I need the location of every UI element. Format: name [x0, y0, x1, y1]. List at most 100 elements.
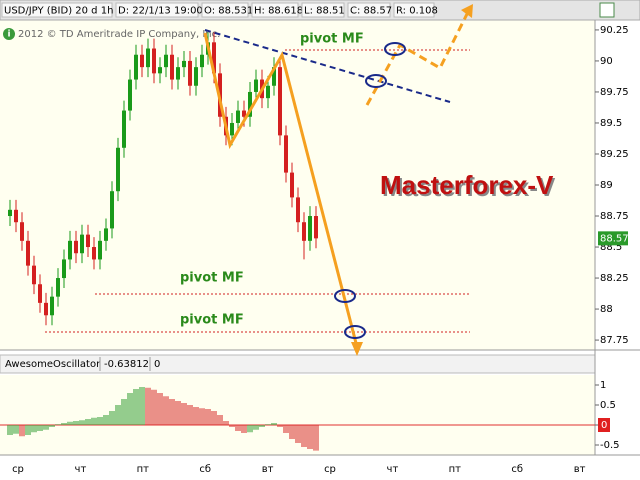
osc-title: AwesomeOscillator	[5, 359, 101, 370]
candle-body	[32, 265, 36, 285]
last-price-label: 88.57	[600, 233, 629, 244]
header-field	[347, 2, 391, 18]
zero-box	[598, 418, 610, 432]
osc-current: -0.63812	[104, 359, 149, 370]
forecast-path	[365, 11, 470, 106]
candle-body	[152, 48, 156, 74]
candle-body	[170, 54, 174, 80]
candle-body	[158, 67, 162, 74]
header-text: H: 88.618	[254, 6, 303, 17]
y-tick-label: 0	[601, 420, 607, 431]
x-tick-label: ср	[324, 464, 336, 475]
y-tick-label: 88.75	[600, 211, 629, 222]
candle-body	[20, 222, 24, 241]
arrow-head	[351, 342, 363, 356]
candle-body	[176, 67, 180, 80]
candle-body	[116, 147, 120, 192]
trend-line	[204, 29, 451, 103]
candle-body	[26, 240, 30, 266]
candle-body	[62, 259, 66, 279]
y-tick-label: 89	[600, 180, 613, 191]
header-field	[251, 2, 299, 18]
pivot-label: pivot MF	[180, 313, 244, 328]
y-tick-label: 88	[600, 304, 613, 315]
candle-body	[80, 234, 84, 254]
copyright: 2012 © TD Ameritrade IP Company, Inc.	[18, 29, 220, 40]
candle-body	[308, 216, 312, 241]
y-tick-label: 89.5	[600, 118, 622, 129]
header-text: L: 88.51	[304, 6, 345, 17]
y-tick-label: 89.25	[600, 149, 629, 160]
header-text: USD/JPY (BID) 20 d 1h	[4, 6, 113, 17]
brand-shadow: Masterforex-V	[382, 172, 556, 202]
y-tick-label: 0.5	[600, 400, 616, 411]
candle-body	[314, 216, 318, 239]
candle-body	[98, 240, 102, 260]
candle-body	[38, 284, 42, 303]
y-tick-label: 90.25	[600, 25, 629, 36]
candle-body	[200, 54, 204, 68]
candle-body	[50, 296, 54, 316]
header-text: D: 22/1/13 19:00	[118, 6, 203, 17]
annotations: pivot MF pivot MF pivot MF Masterforex-V…	[45, 4, 556, 356]
x-tick-label: сб	[511, 464, 523, 475]
candle-body	[194, 67, 198, 86]
candle-body	[164, 54, 168, 68]
x-tick-label: чт	[387, 464, 399, 475]
candle-body	[188, 60, 192, 86]
arrow-head	[461, 4, 473, 18]
candle-body	[266, 85, 270, 99]
info-icon	[3, 28, 15, 40]
candle-body	[242, 110, 246, 117]
candle-body	[8, 209, 12, 217]
candle-body	[122, 110, 126, 148]
candle-body	[128, 79, 132, 111]
candle-body	[230, 122, 234, 136]
candle-body	[134, 54, 138, 80]
candle-body	[86, 234, 90, 248]
window-button[interactable]	[599, 2, 615, 18]
candle-body	[140, 54, 144, 68]
header-text: R: 0.108	[396, 6, 438, 17]
candle-body	[110, 191, 114, 229]
header-field	[393, 2, 435, 18]
candle-body	[236, 110, 240, 123]
pivot-label: pivot MF	[180, 271, 244, 286]
candle-body	[248, 91, 252, 117]
candle-body	[302, 222, 306, 241]
pivot-label: pivot MF	[300, 32, 364, 47]
x-tick-label: сб	[199, 464, 211, 475]
info-icon-glyph: i	[7, 30, 10, 40]
header-field	[1, 2, 113, 18]
x-tick-label: вт	[262, 464, 274, 475]
header-field	[301, 2, 345, 18]
candle-body	[56, 278, 60, 297]
header-field	[115, 2, 199, 18]
candle-body	[92, 247, 96, 260]
candle-body	[254, 79, 258, 92]
y-tick-label: 88.5	[600, 242, 622, 253]
header-field	[201, 2, 249, 18]
candle-body	[68, 240, 72, 260]
y-tick-label: 88.25	[600, 273, 629, 284]
osc-param: 0	[154, 359, 160, 370]
candle-body	[104, 228, 108, 241]
x-tick-label: вт	[574, 464, 586, 475]
price-pane	[0, 20, 595, 350]
candle-body	[284, 135, 288, 173]
x-tick-label: чт	[75, 464, 87, 475]
candle-body	[296, 197, 300, 223]
candle-body	[182, 60, 186, 68]
x-tick-label: пт	[137, 464, 150, 475]
marker-ellipse	[365, 74, 387, 88]
header-text: O: 88.531	[204, 6, 253, 17]
x-tick-label: пт	[449, 464, 462, 475]
candle-body	[290, 172, 294, 198]
y-tick-label: 90	[600, 56, 613, 67]
candle-body	[74, 240, 78, 254]
wave-path	[203, 32, 359, 348]
y-tick-label: 1	[600, 380, 606, 391]
candle-body	[272, 67, 276, 86]
last-price-box	[598, 231, 628, 246]
